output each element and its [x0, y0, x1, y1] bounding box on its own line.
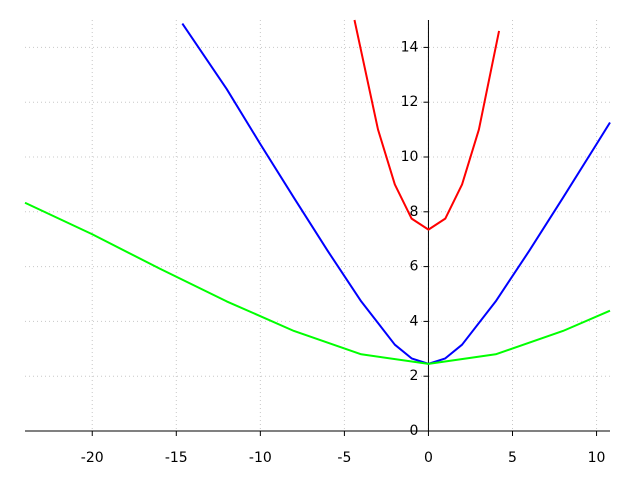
series-line [353, 19, 501, 231]
x-tick-label: 0 [424, 450, 433, 466]
x-tick-label: -5 [337, 450, 351, 466]
x-tick-label: -15 [165, 450, 188, 466]
y-tick-label: 12 [401, 94, 419, 110]
x-tick-label: 5 [508, 450, 517, 466]
series-line [24, 201, 611, 365]
y-tick-label: 4 [410, 313, 419, 329]
y-tick-label: 8 [410, 204, 419, 220]
y-tick-label: 2 [410, 368, 419, 384]
y-tick-label: 14 [401, 39, 419, 55]
y-tick-label: 6 [410, 259, 419, 275]
x-tick-label: -10 [249, 450, 272, 466]
series-line [181, 23, 611, 365]
y-tick-label: 10 [401, 149, 419, 165]
x-tick-label: -20 [81, 450, 104, 466]
x-tick-label: 10 [588, 450, 606, 466]
